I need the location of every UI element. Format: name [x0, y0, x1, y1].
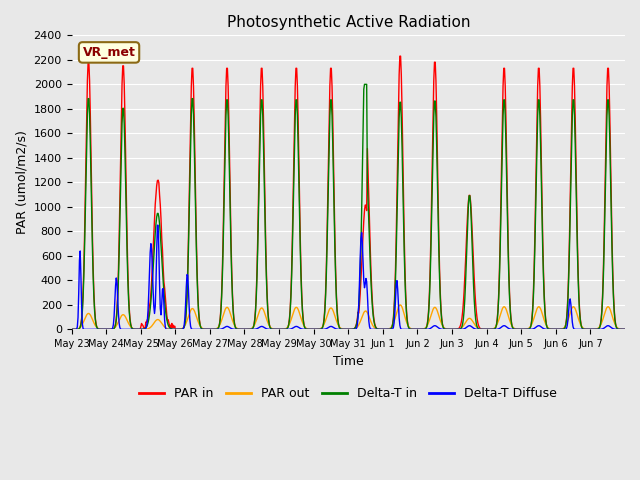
Delta-T in	[437, 309, 445, 314]
Delta-T in	[234, 326, 242, 332]
PAR in	[621, 326, 629, 332]
Delta-T Diffuse	[236, 326, 243, 332]
Delta-T Diffuse	[407, 326, 415, 332]
PAR out	[235, 326, 243, 332]
PAR out	[407, 325, 415, 331]
Y-axis label: PAR (umol/m2/s): PAR (umol/m2/s)	[15, 131, 28, 234]
Delta-T Diffuse	[68, 326, 76, 332]
Delta-T Diffuse	[102, 326, 109, 332]
Delta-T Diffuse	[621, 326, 629, 332]
Delta-T in	[621, 326, 629, 332]
Line: PAR in: PAR in	[72, 56, 625, 329]
Delta-T in	[132, 326, 140, 332]
Delta-T in	[361, 82, 369, 87]
Delta-T in	[283, 326, 291, 332]
PAR out	[621, 326, 629, 332]
Text: VR_met: VR_met	[83, 46, 136, 59]
Delta-T Diffuse	[438, 326, 445, 332]
Delta-T in	[262, 247, 269, 253]
Line: Delta-T in: Delta-T in	[72, 84, 625, 329]
PAR out	[137, 326, 145, 332]
Title: Photosynthetic Active Radiation: Photosynthetic Active Radiation	[227, 15, 470, 30]
Delta-T in	[406, 326, 414, 332]
PAR out	[132, 326, 140, 332]
PAR out	[438, 321, 445, 327]
PAR in	[407, 326, 415, 332]
Delta-T in	[68, 326, 76, 332]
X-axis label: Time: Time	[333, 355, 364, 368]
Line: PAR out: PAR out	[72, 305, 625, 329]
PAR in	[284, 325, 291, 331]
Delta-T Diffuse	[263, 326, 271, 332]
PAR in	[235, 326, 243, 332]
PAR in	[396, 53, 404, 59]
PAR out	[68, 326, 76, 332]
PAR in	[68, 326, 76, 332]
Legend: PAR in, PAR out, Delta-T in, Delta-T Diffuse: PAR in, PAR out, Delta-T in, Delta-T Dif…	[134, 383, 563, 406]
Delta-T Diffuse	[133, 326, 141, 332]
PAR in	[132, 326, 140, 332]
Delta-T Diffuse	[284, 326, 292, 332]
Line: Delta-T Diffuse: Delta-T Diffuse	[72, 225, 625, 329]
PAR in	[438, 315, 445, 321]
PAR in	[262, 267, 270, 273]
PAR out	[397, 302, 404, 308]
PAR out	[284, 324, 291, 330]
PAR out	[262, 315, 270, 321]
Delta-T in	[449, 326, 456, 332]
PAR in	[172, 326, 179, 332]
Delta-T Diffuse	[154, 222, 161, 228]
